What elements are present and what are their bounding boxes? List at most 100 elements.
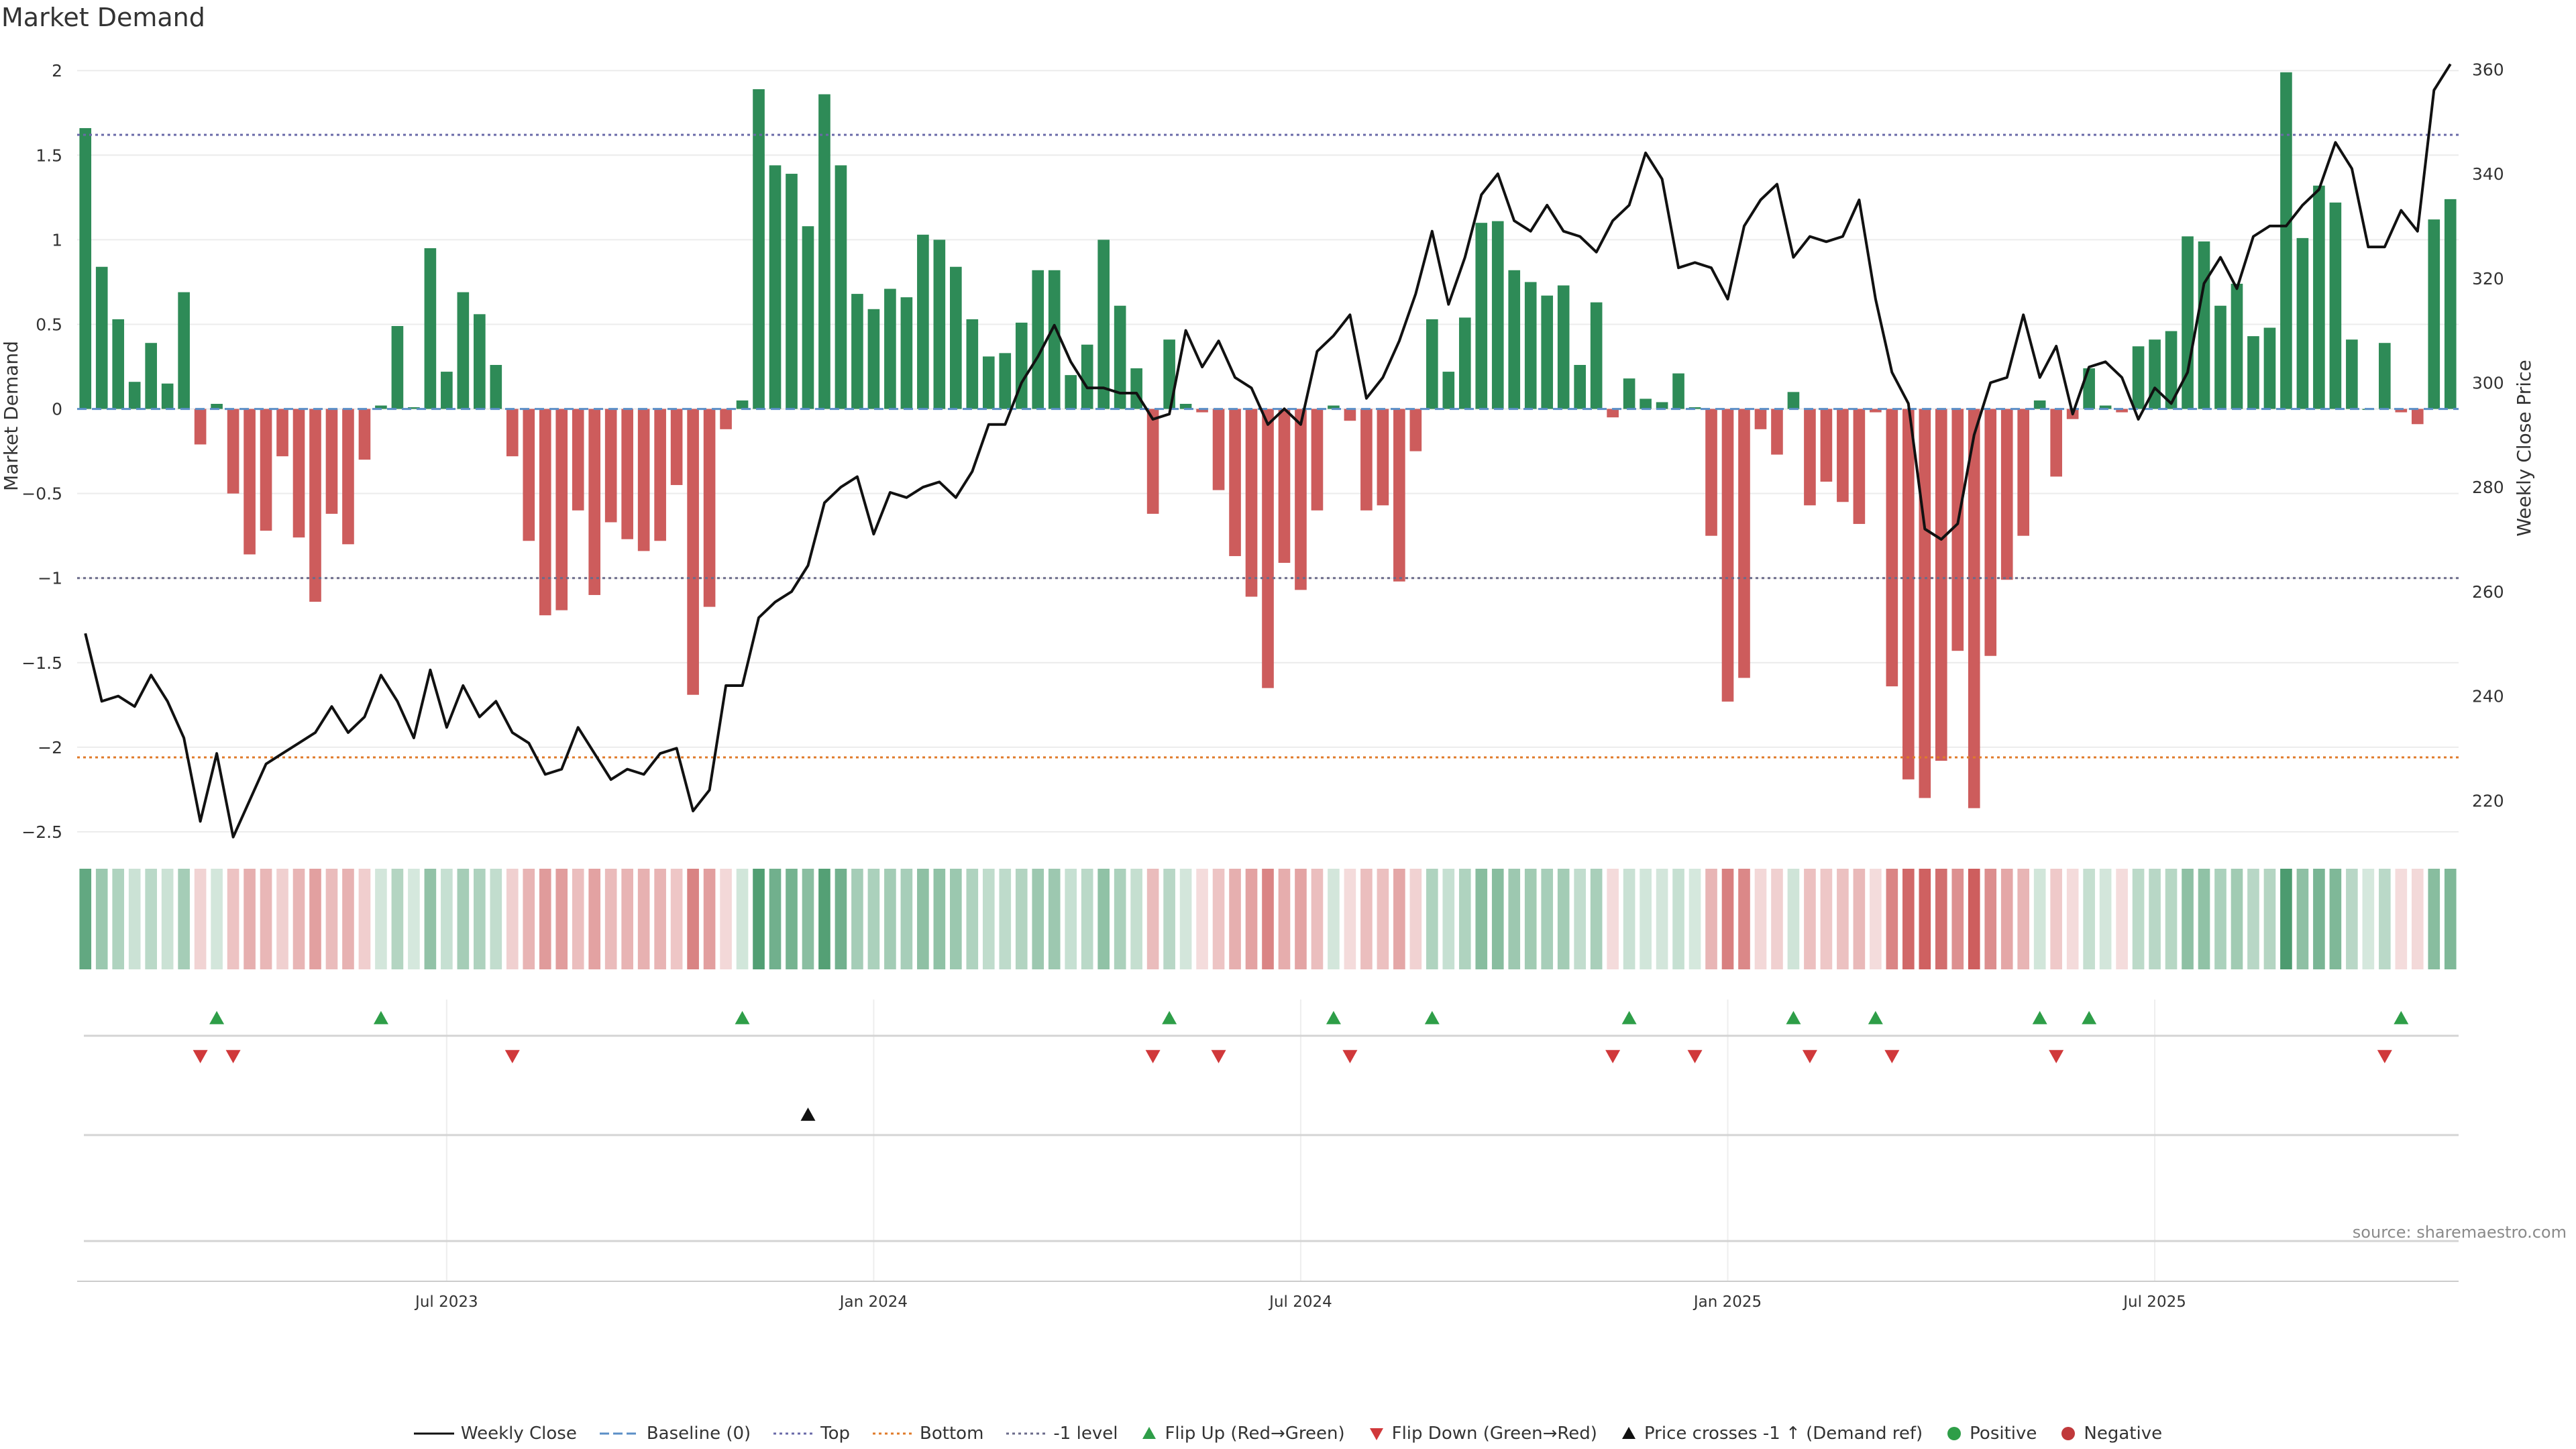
demand-bar: [917, 234, 929, 409]
legend-item: Price crosses -1 ↑ (Demand ref): [1620, 1424, 1923, 1444]
legend-marker: [1142, 1427, 1157, 1439]
heat-cell: [2083, 869, 2095, 969]
legend-item: Flip Down (Green→Red): [1368, 1424, 1597, 1444]
heat-cell: [506, 869, 519, 969]
demand-bar: [1508, 270, 1521, 409]
flip-down-marker: [1687, 1050, 1703, 1063]
heat-cell: [441, 869, 453, 969]
legend-label: Price crosses -1 ↑ (Demand ref): [1644, 1424, 1923, 1444]
demand-bar: [1672, 373, 1684, 409]
chart-title: Market Demand: [1, 3, 205, 32]
demand-bar: [2017, 409, 2030, 536]
demand-bar: [260, 409, 272, 531]
heat-cell: [2395, 869, 2408, 969]
demand-bar: [736, 400, 749, 409]
heat-cell: [244, 869, 256, 969]
right-tick-label: 360: [2472, 60, 2504, 79]
heat-cell: [211, 869, 223, 969]
left-tick-label: −2: [38, 738, 62, 757]
heat-cell: [1442, 869, 1455, 969]
demand-bar: [95, 266, 108, 409]
demand-bar: [1196, 409, 1208, 413]
heat-cell: [2132, 869, 2145, 969]
heat-cell: [769, 869, 782, 969]
demand-bar: [1146, 409, 1159, 514]
source-note: source: sharemaestro.com: [2352, 1223, 2567, 1242]
heat-cell: [1688, 869, 1701, 969]
demand-bar: [474, 314, 486, 409]
demand-bar: [884, 288, 896, 409]
demand-bar: [1524, 282, 1537, 409]
heat-cell: [1590, 869, 1603, 969]
heat-cell: [588, 869, 601, 969]
heat-cell: [1672, 869, 1684, 969]
flip-up-marker: [735, 1011, 750, 1024]
heat-cell: [309, 869, 321, 969]
demand-bar: [1179, 404, 1192, 409]
demand-bar: [802, 226, 814, 409]
heat-cell: [2050, 869, 2062, 969]
demand-bar: [2379, 343, 2391, 409]
heat-cell: [194, 869, 207, 969]
heat-cell: [1196, 869, 1208, 969]
demand-bar: [457, 292, 470, 409]
demand-bar: [572, 409, 584, 511]
heat-cell: [1902, 869, 1915, 969]
demand-bar: [1984, 409, 1997, 656]
heat-cell: [637, 869, 650, 969]
heat-cell: [112, 869, 125, 969]
heat-cell: [1491, 869, 1504, 969]
heat-cell: [604, 869, 617, 969]
heat-cell: [1524, 869, 1537, 969]
heat-cell: [2280, 869, 2292, 969]
heat-cell: [260, 869, 272, 969]
demand-bar: [2000, 409, 2013, 580]
heat-cell: [999, 869, 1012, 969]
demand-bar: [1065, 375, 1077, 409]
left-tick-label: −2.5: [21, 822, 62, 842]
demand-bar: [966, 319, 979, 409]
heat-cell: [950, 869, 962, 969]
demand-bar: [1114, 305, 1126, 409]
heat-cell: [1212, 869, 1225, 969]
heat-cell: [1295, 869, 1307, 969]
right-tick-label: 240: [2472, 687, 2504, 706]
heat-cell: [161, 869, 174, 969]
left-tick-label: 0: [52, 400, 62, 419]
legend-marker: [1006, 1432, 1047, 1435]
heat-cell: [1623, 869, 1635, 969]
demand-bar: [604, 409, 617, 523]
heat-cell: [2329, 869, 2342, 969]
demand-bar: [1278, 409, 1291, 564]
legend-label: Baseline (0): [646, 1424, 751, 1444]
demand-bar: [2033, 400, 2046, 409]
heat-cell: [1754, 869, 1767, 969]
demand-bar: [1245, 409, 1258, 597]
price-cross-marker: [800, 1108, 816, 1121]
flip-down-marker: [1342, 1050, 1358, 1063]
legend-label: Negative: [2084, 1424, 2163, 1444]
demand-bar: [1360, 409, 1373, 511]
flip-down-marker: [193, 1050, 208, 1063]
demand-bar: [1902, 409, 1915, 780]
flip-down-marker: [1605, 1050, 1621, 1063]
heat-cell: [1475, 869, 1488, 969]
demand-bar: [276, 409, 288, 457]
flip-up-marker: [1424, 1011, 1440, 1024]
heat-cell: [2444, 869, 2457, 969]
flip-up-marker: [2082, 1011, 2097, 1024]
legend-item: Bottom: [873, 1424, 983, 1444]
demand-bar: [2346, 339, 2358, 409]
demand-bar: [1344, 409, 1356, 421]
heat-cell: [1607, 869, 1619, 969]
demand-bar: [391, 326, 404, 409]
heat-cell: [1968, 869, 1980, 969]
flip-down-marker: [504, 1050, 520, 1063]
legend-marker: [1369, 1428, 1383, 1440]
demand-bar: [999, 353, 1012, 409]
legend-item: -1 level: [1006, 1424, 1118, 1444]
x-tick-label: Jul 2025: [2122, 1293, 2186, 1311]
demand-bar: [1919, 409, 1931, 798]
demand-bar: [1557, 285, 1570, 409]
demand-bar: [112, 319, 125, 409]
